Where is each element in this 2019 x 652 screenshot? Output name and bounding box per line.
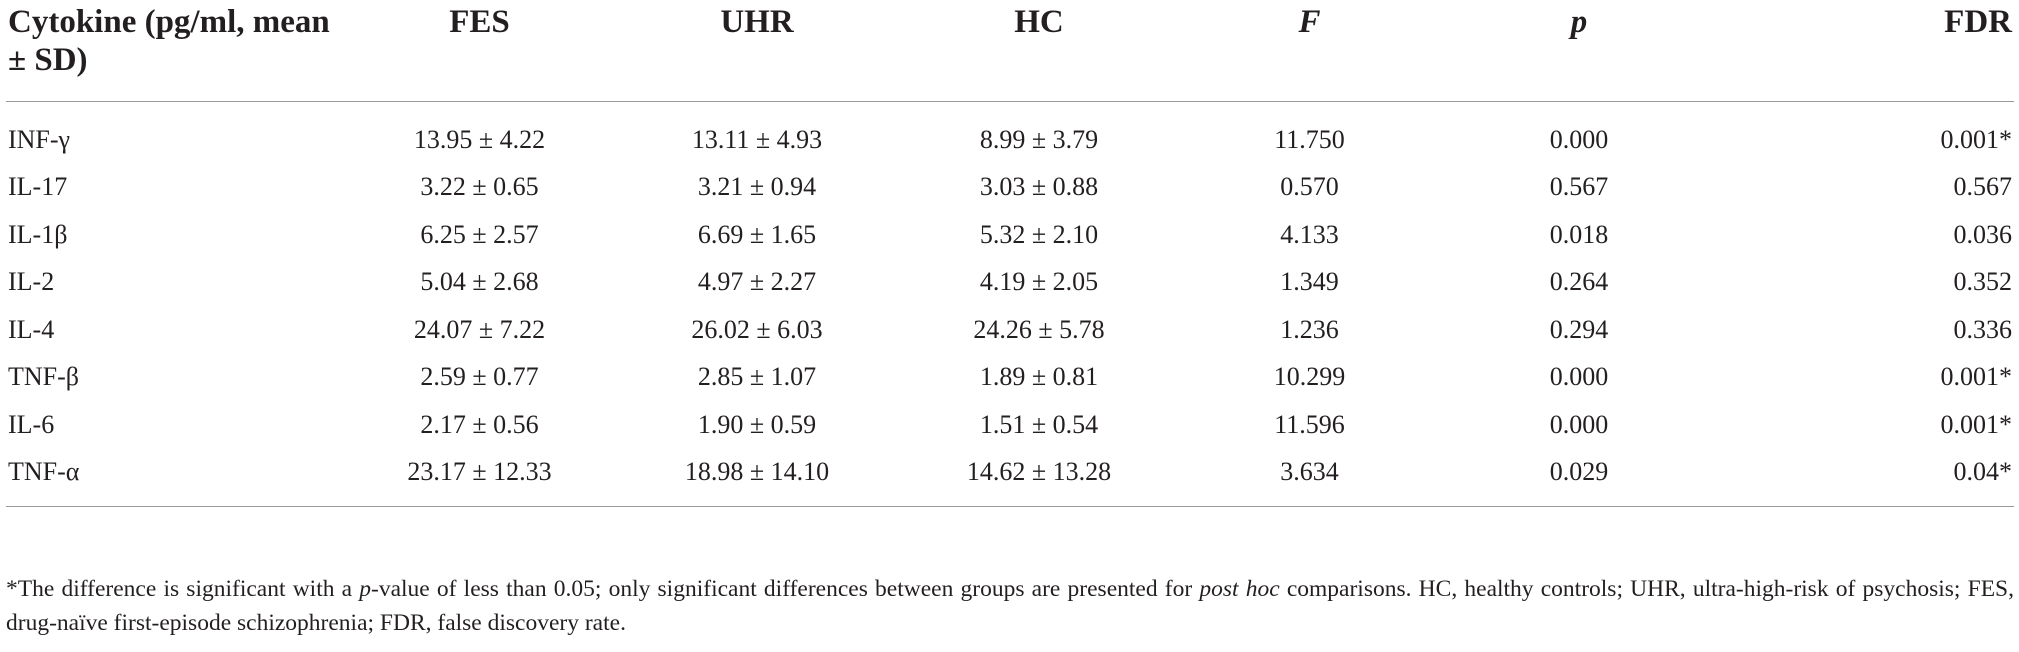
footnote-text-2: -value of less than 0.05; only significa… (371, 576, 1200, 602)
cell-fdr: 0.036 (1953, 219, 2013, 249)
cell-fes: 24.07 ± 7.22 (413, 314, 546, 344)
cell-cytokine: IL-1β (8, 219, 68, 249)
cell-uhr: 1.90 ± 0.59 (697, 409, 817, 439)
cell-fes: 6.25 ± 2.57 (420, 219, 539, 249)
table-row: TNF-α 23.17 ± 12.33 18.98 ± 14.10 14.62 … (6, 448, 2014, 507)
cell-cytokine: IL-6 (8, 409, 55, 439)
footnote-posthoc-italic: post hoc (1199, 576, 1280, 602)
table-row: IL-2 5.04 ± 2.68 4.97 ± 2.27 4.19 ± 2.05… (6, 259, 2014, 307)
cell-hc: 14.62 ± 13.28 (896, 448, 1182, 507)
header-cytokine: Cytokine (pg/ml, mean ± SD) (6, 0, 341, 102)
cell-f: 1.349 (1280, 267, 1339, 297)
table-row: IL-4 24.07 ± 7.22 26.02 ± 6.03 24.26 ± 5… (6, 306, 2014, 354)
cell-fdr: 0.336 (1953, 314, 2013, 344)
table-row: INF-γ 13.95 ± 4.22 13.11 ± 4.93 8.99 ± 3… (6, 102, 2014, 164)
header-fes: FES (341, 0, 618, 102)
cell-f: 1.236 (1280, 314, 1339, 344)
cell-cytokine: TNF-β (8, 362, 80, 392)
table-header: Cytokine (pg/ml, mean ± SD) FES UHR HC F… (6, 0, 2014, 102)
cell-f: 10.299 (1273, 362, 1346, 392)
cell-p: 0.000 (1549, 362, 1609, 392)
table-row: IL-1β 6.25 ± 2.57 6.69 ± 1.65 5.32 ± 2.1… (6, 211, 2014, 259)
cell-hc: 24.26 ± 5.78 (973, 314, 1105, 344)
cell-fdr: 0.352 (1953, 267, 2013, 297)
cell-cytokine: IL-2 (8, 267, 55, 297)
cell-uhr: 6.69 ± 1.65 (697, 219, 817, 249)
cell-p: 0.018 (1549, 219, 1609, 249)
table-row: IL-17 3.22 ± 0.65 3.21 ± 0.94 3.03 ± 0.8… (6, 164, 2014, 212)
table-row: IL-6 2.17 ± 0.56 1.90 ± 0.59 1.51 ± 0.54… (6, 401, 2014, 449)
cell-f: 11.750 (1274, 124, 1345, 154)
header-uhr: UHR (618, 0, 896, 102)
cell-p: 0.000 (1549, 409, 1609, 439)
cell-uhr: 3.21 ± 0.94 (697, 172, 817, 202)
footnote-text-1: *The difference is significant with a (6, 576, 360, 602)
cell-p: 0.294 (1549, 314, 1609, 344)
cell-hc: 1.89 ± 0.81 (979, 362, 1099, 392)
cell-hc: 1.51 ± 0.54 (979, 409, 1099, 439)
cell-uhr: 2.85 ± 1.07 (697, 362, 817, 392)
cell-fdr: 0.567 (1953, 172, 2013, 202)
cell-p: 0.000 (1549, 124, 1609, 154)
table-footnote: *The difference is significant with a p-… (6, 572, 2014, 640)
cell-cytokine: INF-γ (8, 124, 71, 154)
footnote-text-3: comparisons. HC, healthy controls; UHR, … (6, 576, 2014, 636)
header-row: Cytokine (pg/ml, mean ± SD) FES UHR HC F… (6, 0, 2014, 102)
cell-p: 0.567 (1549, 172, 1609, 202)
cell-uhr: 18.98 ± 14.10 (618, 448, 896, 507)
cell-uhr: 26.02 ± 6.03 (691, 314, 823, 344)
cell-uhr: 4.97 ± 2.27 (697, 267, 817, 297)
cell-f: 11.596 (1274, 409, 1345, 439)
cell-fdr: 0.001* (1940, 362, 2013, 392)
header-fdr: FDR (1721, 0, 2014, 102)
cell-fes: 2.17 ± 0.56 (420, 409, 539, 439)
cell-p: 0.264 (1549, 267, 1609, 297)
cell-f: 4.133 (1280, 219, 1339, 249)
cell-hc: 8.99 ± 3.79 (979, 124, 1099, 154)
table-body: INF-γ 13.95 ± 4.22 13.11 ± 4.93 8.99 ± 3… (6, 102, 2014, 507)
cell-fdr: 0.001* (1940, 409, 2013, 439)
cell-fdr: 0.04* (1721, 448, 2014, 507)
cell-fes: 13.95 ± 4.22 (413, 124, 546, 154)
cell-fes: 23.17 ± 12.33 (341, 448, 618, 507)
header-p: p (1437, 0, 1721, 102)
cell-cytokine: IL-17 (8, 172, 68, 202)
cell-p: 0.029 (1437, 448, 1721, 507)
cell-f: 0.570 (1280, 172, 1339, 202)
cell-f: 3.634 (1182, 448, 1437, 507)
cytokine-table: Cytokine (pg/ml, mean ± SD) FES UHR HC F… (6, 0, 2014, 507)
cell-hc: 5.32 ± 2.10 (979, 219, 1099, 249)
cell-fes: 5.04 ± 2.68 (420, 267, 539, 297)
table-row: TNF-β 2.59 ± 0.77 2.85 ± 1.07 1.89 ± 0.8… (6, 354, 2014, 402)
cell-hc: 3.03 ± 0.88 (979, 172, 1099, 202)
cell-hc: 4.19 ± 2.05 (979, 267, 1099, 297)
footnote-p-italic: p (359, 576, 372, 602)
cell-fdr: 0.001* (1940, 124, 2013, 154)
cell-fes: 2.59 ± 0.77 (420, 362, 539, 392)
header-hc: HC (896, 0, 1182, 102)
cell-fes: 3.22 ± 0.65 (420, 172, 539, 202)
cell-uhr: 13.11 ± 4.93 (691, 124, 823, 154)
cell-cytokine: TNF-α (6, 448, 341, 507)
header-f: F (1182, 0, 1437, 102)
cell-cytokine: IL-4 (8, 314, 55, 344)
